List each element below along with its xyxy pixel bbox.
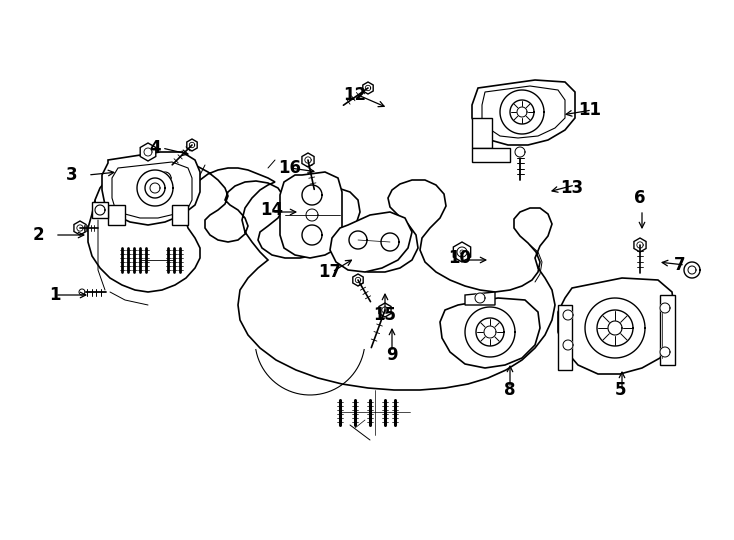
Polygon shape bbox=[457, 247, 467, 257]
Polygon shape bbox=[172, 205, 188, 225]
Polygon shape bbox=[472, 148, 510, 162]
Polygon shape bbox=[302, 185, 322, 205]
Polygon shape bbox=[472, 80, 575, 145]
Polygon shape bbox=[440, 298, 540, 368]
Polygon shape bbox=[140, 143, 156, 161]
Polygon shape bbox=[482, 86, 565, 138]
Polygon shape bbox=[634, 238, 646, 252]
Polygon shape bbox=[637, 242, 643, 248]
Text: 11: 11 bbox=[578, 101, 601, 119]
Polygon shape bbox=[460, 250, 464, 254]
Polygon shape bbox=[88, 158, 555, 390]
Polygon shape bbox=[379, 303, 391, 317]
Polygon shape bbox=[92, 202, 108, 218]
Polygon shape bbox=[363, 82, 373, 94]
Text: 14: 14 bbox=[261, 201, 283, 219]
Text: 4: 4 bbox=[149, 139, 161, 157]
Polygon shape bbox=[475, 293, 485, 303]
Polygon shape bbox=[484, 326, 496, 338]
Text: 8: 8 bbox=[504, 381, 516, 399]
Text: 1: 1 bbox=[49, 286, 61, 304]
Text: 2: 2 bbox=[32, 226, 44, 244]
Polygon shape bbox=[585, 298, 645, 358]
Polygon shape bbox=[330, 212, 412, 272]
Polygon shape bbox=[563, 310, 573, 320]
Polygon shape bbox=[382, 307, 388, 313]
Polygon shape bbox=[302, 225, 322, 245]
Text: 16: 16 bbox=[278, 159, 302, 177]
Polygon shape bbox=[142, 172, 154, 184]
Polygon shape bbox=[77, 225, 83, 231]
Polygon shape bbox=[302, 153, 314, 167]
Polygon shape bbox=[660, 295, 675, 365]
Polygon shape bbox=[144, 148, 152, 156]
Polygon shape bbox=[517, 107, 527, 117]
Polygon shape bbox=[472, 118, 492, 148]
Polygon shape bbox=[660, 303, 670, 313]
Polygon shape bbox=[305, 157, 311, 163]
Polygon shape bbox=[187, 139, 197, 151]
Polygon shape bbox=[688, 266, 696, 274]
Polygon shape bbox=[112, 162, 192, 218]
Text: 13: 13 bbox=[561, 179, 584, 197]
Text: 15: 15 bbox=[374, 306, 396, 324]
Polygon shape bbox=[349, 231, 367, 249]
Polygon shape bbox=[608, 321, 622, 335]
Polygon shape bbox=[355, 278, 360, 283]
Polygon shape bbox=[159, 172, 171, 184]
Polygon shape bbox=[150, 183, 160, 193]
Polygon shape bbox=[558, 305, 572, 370]
Polygon shape bbox=[74, 221, 86, 235]
Text: 3: 3 bbox=[66, 166, 78, 184]
Text: 17: 17 bbox=[319, 263, 341, 281]
Polygon shape bbox=[306, 209, 318, 221]
Polygon shape bbox=[500, 90, 544, 134]
Polygon shape bbox=[79, 289, 85, 295]
Text: 9: 9 bbox=[386, 346, 398, 364]
Polygon shape bbox=[597, 310, 633, 346]
Polygon shape bbox=[145, 178, 165, 198]
Polygon shape bbox=[684, 262, 700, 278]
Text: 7: 7 bbox=[675, 256, 686, 274]
Polygon shape bbox=[280, 172, 342, 258]
Polygon shape bbox=[95, 205, 105, 215]
Polygon shape bbox=[660, 347, 670, 357]
Polygon shape bbox=[189, 143, 195, 148]
Polygon shape bbox=[515, 147, 525, 157]
Polygon shape bbox=[465, 292, 495, 305]
Polygon shape bbox=[465, 307, 515, 357]
Polygon shape bbox=[476, 318, 504, 346]
Text: 5: 5 bbox=[614, 381, 626, 399]
Polygon shape bbox=[558, 278, 675, 374]
Polygon shape bbox=[366, 85, 371, 91]
Polygon shape bbox=[102, 152, 200, 225]
Polygon shape bbox=[353, 274, 363, 286]
Polygon shape bbox=[381, 233, 399, 251]
Text: 10: 10 bbox=[448, 249, 471, 267]
Polygon shape bbox=[137, 170, 173, 206]
Text: 6: 6 bbox=[634, 189, 646, 207]
Polygon shape bbox=[510, 100, 534, 124]
Text: 12: 12 bbox=[344, 86, 366, 104]
Polygon shape bbox=[454, 242, 470, 262]
Polygon shape bbox=[108, 205, 125, 225]
Polygon shape bbox=[563, 340, 573, 350]
